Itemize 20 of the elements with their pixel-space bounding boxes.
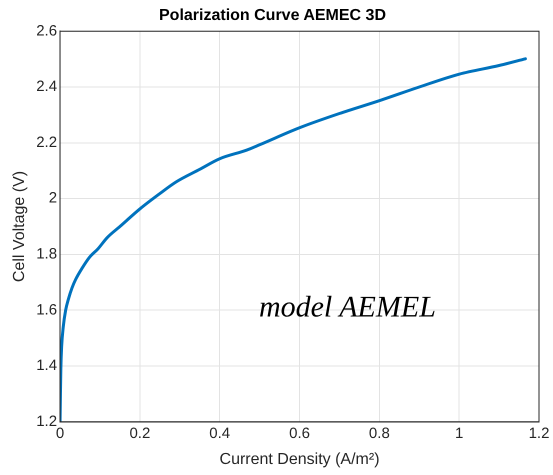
chart-title: Polarization Curve AEMEC 3D [158,7,386,24]
x-tick-label: 0.4 [209,424,230,442]
x-tick-label: 0.8 [368,424,390,442]
y-tick-label: 2.4 [36,78,58,96]
x-tick-label: 1.2 [528,424,550,442]
x-axis-title: Current Density (A/m²) [220,450,380,468]
y-tick-label: 2 [48,190,58,207]
y-tick-label: 1.4 [36,357,58,374]
x-tick-label: 0.2 [129,424,150,442]
y-axis-title: Cell Voltage (V) [11,170,28,282]
y-tick-label: 1.2 [36,412,58,430]
annotation: model AEMEL [258,290,436,324]
x-tick-label: 0.6 [289,424,310,442]
line-series [60,57,527,422]
x-tick-label: 1 [455,424,464,442]
y-tick-label: 2.2 [36,134,58,151]
y-tick-label: 1.8 [36,246,58,263]
x-tick-label: 0 [56,424,64,442]
y-tick-label: 2.6 [36,22,58,40]
y-tick-label: 1.6 [36,301,58,318]
